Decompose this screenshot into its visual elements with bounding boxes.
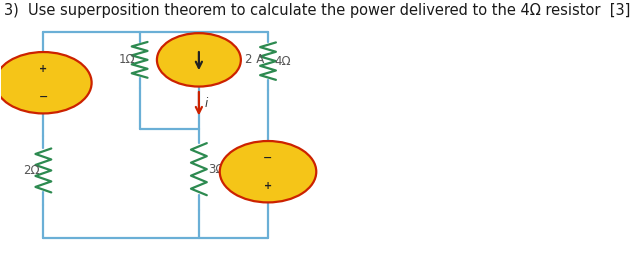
Text: 2Ω: 2Ω <box>23 164 39 177</box>
Ellipse shape <box>220 141 316 203</box>
Text: 2 A: 2 A <box>245 53 264 66</box>
Text: −: − <box>263 153 273 163</box>
Text: 16 V: 16 V <box>275 165 302 178</box>
Text: 1Ω: 1Ω <box>119 53 136 66</box>
Text: 3Ω: 3Ω <box>208 163 224 176</box>
Text: +: + <box>39 64 48 74</box>
Text: −: − <box>39 92 48 102</box>
Text: i: i <box>205 97 208 109</box>
Text: +: + <box>264 181 272 191</box>
Text: 4Ω: 4Ω <box>274 55 290 68</box>
Ellipse shape <box>157 33 241 87</box>
Ellipse shape <box>0 52 92 113</box>
Text: 3)  Use superposition theorem to calculate the power delivered to the 4Ω resisto: 3) Use superposition theorem to calculat… <box>4 3 630 18</box>
Text: 20 V: 20 V <box>13 76 39 89</box>
